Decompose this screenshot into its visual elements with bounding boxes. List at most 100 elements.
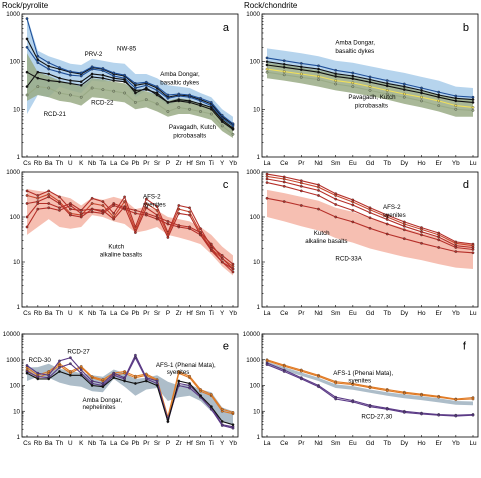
point-d-3-1 [282,184,286,188]
point-d-0-0 [265,172,269,176]
point-b-3-1 [282,70,286,73]
point-a-5-13 [166,101,170,104]
point-d-3-4 [334,203,338,206]
point-d-2-10 [437,235,441,239]
annotation-f-2: syenites [348,377,371,384]
xtick-label-b-5: Eu [349,160,357,167]
annotation-b-3: Pavagadh, Kutch [348,94,396,101]
point-b-1-0 [265,60,269,64]
xtick-label-a-15: Hf [186,160,193,167]
point-a-4-4 [69,93,72,97]
point-b-0-3 [317,64,320,68]
point-d-3-3 [317,194,320,197]
point-b-4-9 [420,99,423,103]
annotation-a-1: PRV-2 [85,51,103,58]
point-c-0-9 [123,195,126,199]
point-b-2-8 [402,88,406,91]
annotation-d-5: RCD-33A [335,255,362,262]
point-f-3-3 [317,385,320,389]
ytick-label-f-4: 10000 [243,331,261,338]
point-a-2-7 [101,67,105,70]
point-c-4-3 [58,206,61,210]
point-e-3-18 [220,424,224,427]
ytick-label-f-3: 1000 [246,357,260,364]
xtick-label-d-10: Er [435,310,442,317]
point-e-4-0 [25,371,29,375]
point-b-0-6 [368,75,372,79]
point-a-2-16 [199,96,202,100]
annotation-b-2: basaltic dykes [335,48,374,55]
xtick-label-d-6: Gd [366,310,375,317]
xtick-label-c-0: Cs [23,310,31,317]
annotation-a-4: RCD-21 [44,111,67,118]
point-c-0-7 [101,200,105,203]
point-b-1-9 [420,89,423,92]
point-a-2-3 [58,66,61,69]
point-b-2-3 [317,70,320,74]
series-line-c-0 [26,190,234,265]
point-d-3-11 [454,246,458,249]
band-f-0 [267,361,473,406]
band-e-0 [27,363,233,425]
point-d-2-5 [351,203,355,207]
point-c-3-17 [209,247,213,250]
panel-b: 1 10 100 1000 La Ce Pr Nd Sm Eu Gd Tb Dy Ho Er Yb Lu b Amb… [246,11,479,167]
annotation-e-6: nephelinites [83,404,116,411]
xtick-label-d-1: Ce [280,310,289,317]
point-b-1-3 [317,67,320,71]
point-b-4-10 [437,104,441,107]
point-b-1-2 [299,65,303,69]
point-a-1-1 [36,61,40,65]
point-b-0-10 [437,90,441,94]
point-a-1-5 [79,74,83,78]
point-d-2-6 [368,211,372,214]
xtick-label-b-3: Nd [314,160,323,167]
annotation-c-1: AFS-2 [143,193,161,200]
point-a-5-18 [220,120,224,124]
annotation-a-7: Pavagadh, Kutch [169,124,217,131]
xtick-label-a-14: Zr [176,160,183,167]
point-a-3-5 [79,80,83,84]
xtick-label-d-9: Ho [417,310,426,317]
point-c-0-6 [90,196,94,200]
point-e-4-15 [188,382,191,385]
point-c-2-11 [144,206,148,210]
point-a-4-10 [134,101,137,104]
point-a-4-5 [79,95,83,99]
panel-letter-f: f [463,340,467,352]
point-e-2-0 [25,364,29,367]
point-e-4-17 [209,405,213,409]
xtick-label-e-15: Hf [186,440,193,447]
xtick-label-e-13: P [166,440,170,447]
xtick-label-e-12: Sr [154,440,161,447]
point-e-4-7 [101,385,105,389]
point-c-3-5 [79,212,83,215]
point-e-3-10 [134,356,137,360]
point-d-4-6 [368,226,372,230]
point-b-1-8 [402,85,406,88]
point-a-1-13 [166,96,170,100]
xtick-label-a-1: Rb [34,160,43,167]
xtick-label-f-1: Ce [280,440,289,447]
point-b-2-5 [351,77,355,81]
point-a-4-2 [47,86,51,90]
ytick-label-a-1: 10 [13,106,20,113]
point-f-1-8 [402,391,406,395]
xtick-label-f-8: Dy [400,440,409,447]
xtick-label-e-3: Th [56,440,64,447]
point-c-3-19 [231,270,235,274]
xtick-label-e-11: Pr [143,440,150,447]
point-a-4-14 [177,106,181,109]
point-f-3-2 [299,377,303,381]
point-b-3-4 [334,79,338,82]
point-c-3-3 [58,209,61,212]
point-f-3-1 [282,370,286,373]
xtick-label-a-10: Pb [132,160,140,167]
point-c-3-13 [166,222,170,226]
point-a-4-19 [231,132,235,136]
point-c-3-10 [134,212,137,215]
point-c-2-4 [69,213,72,217]
xtick-label-c-10: Pb [132,310,140,317]
point-c-4-14 [177,224,181,227]
xtick-label-a-4: U [68,160,73,167]
